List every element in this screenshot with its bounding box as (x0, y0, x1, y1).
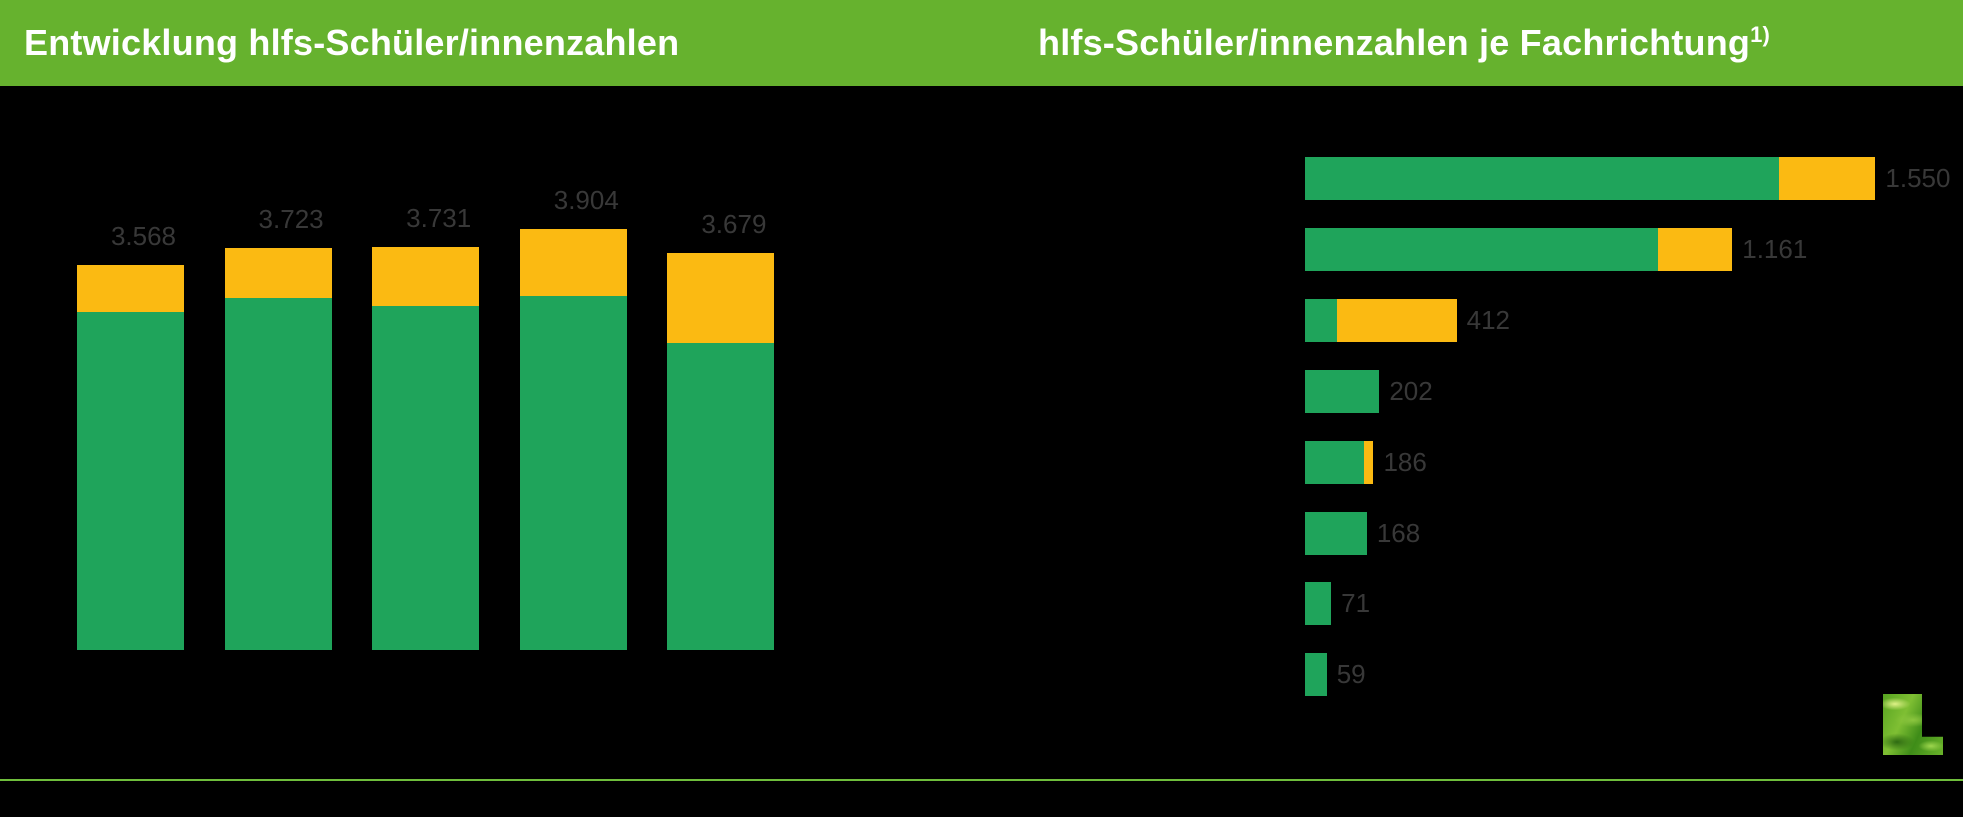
column-total-label: 3.904 (553, 184, 619, 215)
header-bar: Entwicklung hlfs-Schüler/innenzahlen hlf… (0, 0, 1963, 86)
green-segment (1305, 298, 1338, 342)
yellow-segment (1337, 298, 1457, 342)
green-segment (1305, 582, 1332, 626)
yellow-segment (667, 253, 775, 344)
green-segment (667, 343, 775, 650)
green-segment (1305, 227, 1659, 271)
left-chart-title: Entwicklung hlfs-Schüler/innenzahlen (24, 22, 680, 63)
green-segment (1305, 369, 1380, 413)
yellow-segment (1658, 227, 1733, 271)
footer-separator-line (0, 779, 1963, 781)
right-chart-title: hlfs-Schüler/innenzahlen je Fachrichtung… (1038, 22, 1770, 64)
yellow-segment (372, 247, 480, 306)
bar-total-label: 71 (1341, 588, 1371, 619)
column-total-label: 3.568 (110, 221, 177, 251)
column-total-label: 3.679 (701, 209, 767, 240)
green-segment (1305, 440, 1364, 484)
yellow-segment (519, 228, 627, 296)
bar-total-label: 168 (1376, 517, 1421, 548)
footnote-marker: 1) (1750, 22, 1771, 47)
bar-total-label: 1.161 (1742, 233, 1808, 264)
right-chart-title-text: hlfs-Schüler/innenzahlen je Fachrichtung (1038, 22, 1751, 63)
yellow-segment (1778, 157, 1876, 200)
green-segment (519, 295, 627, 650)
yellow-segment (1363, 440, 1374, 484)
column-total-label: 3.723 (258, 204, 324, 235)
yellow-segment (77, 265, 184, 312)
column-total-label: 3.731 (406, 203, 472, 234)
green-segment (77, 311, 184, 650)
bar-total-label: 1.550 (1885, 163, 1951, 193)
green-segment (1305, 157, 1779, 200)
green-segment (1305, 653, 1327, 697)
bar-total-label: 59 (1336, 659, 1366, 690)
bar-total-label: 202 (1389, 375, 1433, 406)
green-segment (372, 306, 480, 650)
yellow-segment (224, 248, 332, 298)
bar-total-label: 412 (1466, 304, 1510, 335)
green-segment (224, 297, 332, 650)
bar-total-label: 186 (1383, 446, 1427, 477)
green-segment (1305, 511, 1367, 555)
